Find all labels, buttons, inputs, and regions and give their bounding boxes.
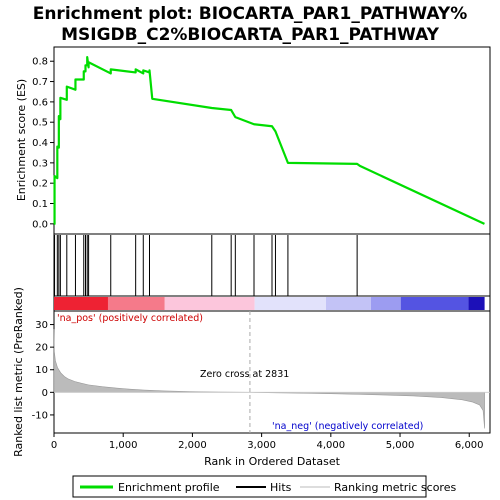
es-y-tick-label: 0.7 [32, 77, 48, 88]
heatmap-panel [54, 296, 490, 311]
metric-y-axis-label: Ranked list metric (PreRanked) [12, 287, 25, 457]
metric-x-tick-label: 5,000 [386, 440, 415, 451]
metric-x-tick-label: 2,000 [178, 440, 207, 451]
es-panel-frame [54, 47, 490, 234]
metric-x-axis: 0 1,000 2,000 3,000 4,000 5,000 6,000 [51, 433, 484, 451]
heatmap-band [165, 297, 255, 310]
metric-x-tick-label: 0 [51, 440, 57, 451]
legend-item-enrichment-profile: Enrichment profile [118, 481, 220, 494]
neg-correlated-label: 'na_neg' (negatively correlated) [272, 421, 423, 432]
es-y-tick-label: 0.3 [32, 158, 48, 169]
metric-y-tick-label: 30 [35, 320, 48, 331]
zero-cross-label: Zero cross at 2831 [200, 369, 289, 380]
es-y-axis-label: Enrichment score (ES) [15, 79, 28, 201]
chart-title-line-1: Enrichment plot: BIOCARTA_PAR1_PATHWAY% [33, 4, 468, 24]
heatmap-band [371, 297, 401, 310]
metric-panel: -10 0 10 20 30 0 1,000 2,000 3,000 4,000 5,000 6,0… [12, 287, 490, 468]
metric-y-tick-label: 10 [35, 365, 48, 376]
metric-x-tick-label: 3,000 [247, 440, 276, 451]
metric-y-tick-label: 0 [42, 388, 48, 399]
heatmap-band [469, 297, 485, 310]
es-y-tick-label: 0.8 [32, 57, 48, 68]
legend: Enrichment profile Hits Ranking metric s… [73, 476, 456, 497]
es-panel: 0.0 0.1 0.2 0.3 0.4 0.5 0.6 0.7 0.8 Enrichment s… [15, 47, 490, 234]
legend-item-hits: Hits [270, 481, 292, 494]
heatmap-band [401, 297, 469, 310]
chart-title-line-2: MSIGDB_C2%BIOCARTA_PAR1_PATHWAY [61, 25, 440, 45]
heatmap-band [326, 297, 371, 310]
metric-y-axis: -10 0 10 20 30 [32, 320, 54, 421]
metric-y-tick-label: -10 [32, 410, 48, 421]
legend-item-ranking-metric-scores: Ranking metric scores [334, 481, 456, 494]
metric-x-tick-label: 1,000 [109, 440, 138, 451]
heatmap-band [255, 297, 326, 310]
hits-panel [54, 234, 490, 296]
es-y-axis: 0.0 0.1 0.2 0.3 0.4 0.5 0.6 0.7 0.8 [32, 57, 54, 231]
heatmap-bands [54, 297, 485, 310]
es-y-tick-label: 0.6 [32, 97, 48, 108]
metric-x-tick-label: 4,000 [317, 440, 346, 451]
metric-x-axis-label: Rank in Ordered Dataset [204, 455, 341, 468]
pos-correlated-label: 'na_pos' (positively correlated) [57, 313, 203, 324]
es-y-tick-label: 0.1 [32, 199, 48, 210]
es-y-tick-label: 0.2 [32, 179, 48, 190]
metric-x-tick-label: 6,000 [455, 440, 484, 451]
heatmap-band [108, 297, 165, 310]
es-y-tick-label: 0.5 [32, 118, 48, 129]
es-y-tick-label: 0.0 [32, 219, 48, 230]
es-y-tick-label: 0.4 [32, 138, 48, 149]
metric-y-tick-label: 20 [35, 343, 48, 354]
heatmap-band [54, 297, 108, 310]
